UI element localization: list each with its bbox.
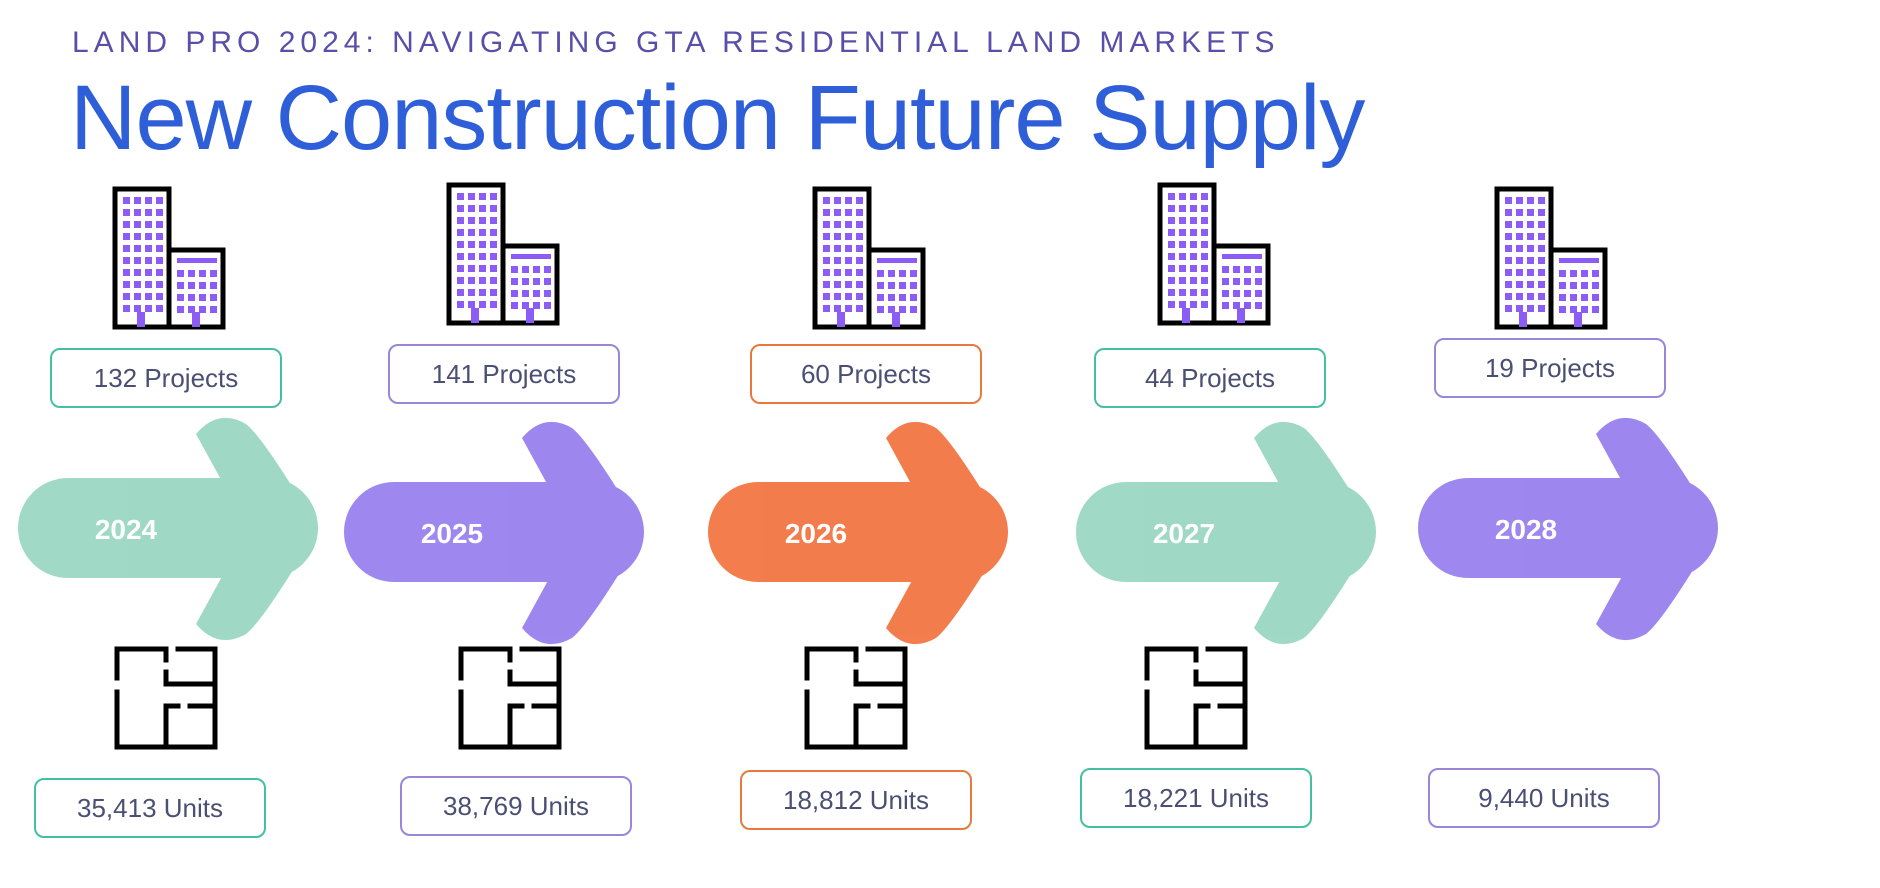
year-label: 2025 bbox=[421, 518, 483, 549]
floorplan-icon bbox=[114, 646, 218, 750]
projects-count-box: 60 Projects bbox=[750, 344, 982, 404]
units-count-box: 18,812 Units bbox=[740, 770, 972, 830]
projects-count-box: 132 Projects bbox=[50, 348, 282, 408]
projects-count-box: 44 Projects bbox=[1094, 348, 1326, 408]
projects-count-box: 19 Projects bbox=[1434, 338, 1666, 398]
year-arrow: 2028 bbox=[1418, 417, 1718, 641]
year-label: 2024 bbox=[95, 514, 158, 545]
year-label: 2027 bbox=[1153, 518, 1215, 549]
units-count-box: 35,413 Units bbox=[34, 778, 266, 838]
projects-count-box: 141 Projects bbox=[388, 344, 620, 404]
page-subtitle: LAND PRO 2024: NAVIGATING GTA RESIDENTIA… bbox=[72, 26, 1280, 59]
floorplan-icon bbox=[1144, 646, 1248, 750]
units-count-box: 38,769 Units bbox=[400, 776, 632, 836]
year-arrow: 2026 bbox=[708, 421, 1008, 645]
floorplan-icon bbox=[804, 646, 908, 750]
year-label: 2028 bbox=[1495, 514, 1557, 545]
floorplan-icon bbox=[458, 646, 562, 750]
building-icon bbox=[1494, 186, 1608, 330]
units-count-box: 18,221 Units bbox=[1080, 768, 1312, 828]
building-icon bbox=[1157, 182, 1271, 326]
building-icon bbox=[446, 182, 560, 326]
year-arrow: 2025 bbox=[344, 421, 644, 645]
year-arrow: 2027 bbox=[1076, 421, 1376, 645]
units-count-box: 9,440 Units bbox=[1428, 768, 1660, 828]
page-title: New Construction Future Supply bbox=[70, 67, 1365, 169]
building-icon bbox=[812, 186, 926, 330]
year-label: 2026 bbox=[785, 518, 847, 549]
building-icon bbox=[112, 186, 226, 330]
year-arrow: 2024 bbox=[18, 417, 318, 641]
